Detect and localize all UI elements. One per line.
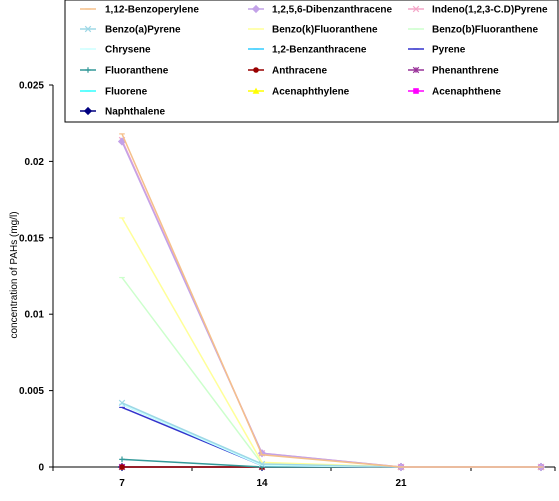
legend-marker: [413, 88, 419, 94]
series-line: [121, 406, 541, 468]
legend-label: Benzo(k)Fluoranthene: [272, 25, 378, 36]
legend-item: Chrysene: [80, 45, 151, 56]
legend-marker: [252, 87, 260, 94]
y-tick-label: 0.02: [25, 157, 45, 168]
legend-item: Benzo(a)Pyrene: [80, 25, 181, 36]
legend-item: Anthracene: [248, 66, 327, 77]
legend-item: Naphthalene: [80, 107, 165, 118]
series-pyrene: [119, 406, 544, 468]
legend-item: Acenaphthene: [408, 87, 501, 98]
series-line: [121, 141, 541, 468]
legend-item: Acenaphthylene: [248, 87, 350, 98]
y-axis-label: concentration of PAHs (mg/l): [9, 211, 20, 338]
legend-box: [64, 0, 559, 123]
legend-marker: [412, 5, 420, 13]
legend-label: Phenanthrene: [432, 66, 499, 77]
legend-item: Fluorene: [80, 87, 148, 98]
legend-label: Acenaphthylene: [272, 87, 350, 98]
legend-item: 1,2,5,6-Dibenzanthracene: [248, 5, 392, 16]
series-layer: [117, 133, 546, 472]
legend-label: Fluoranthene: [105, 66, 169, 77]
y-tick-label: 0: [38, 463, 44, 474]
legend-label: 1,2-Benzanthracene: [272, 45, 367, 56]
y-tick-label: 0.015: [19, 233, 44, 244]
series-benzo-a-pyrene: [118, 399, 545, 471]
legend-label: Naphthalene: [105, 107, 165, 118]
legend-item: Phenanthrene: [408, 66, 499, 77]
series-1-2-benzanthracene: [119, 403, 544, 468]
legend-marker: [412, 66, 420, 74]
y-tick-label: 0.005: [19, 386, 44, 397]
legend-marker: [251, 4, 261, 14]
legend-marker: [85, 67, 91, 73]
series-indeno-1-2-3-c-d-pyrene: [118, 136, 545, 471]
series-benzo-b-fluoranthene: [119, 276, 544, 468]
legend-label: Chrysene: [105, 45, 151, 56]
series-line: [121, 277, 541, 468]
legend-label: Anthracene: [272, 66, 327, 77]
legend-marker: [83, 106, 93, 116]
legend-item: Benzo(k)Fluoranthene: [248, 25, 378, 36]
series-chrysene: [119, 403, 544, 468]
data-point: [258, 460, 266, 468]
data-point: [119, 456, 125, 463]
data-point: [118, 399, 126, 407]
legend-marker: [84, 25, 92, 33]
x-tick-label: 7: [119, 478, 125, 489]
legend-label: Fluorene: [105, 87, 148, 98]
series-line: [121, 402, 541, 468]
legend-item: Indeno(1,2,3-C.D)Pyrene: [408, 5, 548, 16]
y-tick-label: 0.025: [19, 81, 44, 92]
data-point: [119, 464, 125, 470]
y-tick-label: 0.01: [25, 310, 45, 321]
legend: 1,12-Benzoperylene 1,2,5,6-Dibenzanthrace…: [80, 5, 548, 118]
series-1-12-benzoperylene: [119, 133, 544, 468]
legend-item: Fluoranthene: [80, 66, 169, 77]
series-1-2-5-6-dibenzanthracene: [117, 137, 546, 472]
series-line: [121, 133, 541, 468]
x-tick-label: 14: [256, 478, 268, 489]
axes: 0 0.005 0.01 0.015 0.02 0.025 7 14 21: [19, 81, 556, 489]
legend-label: Pyrene: [432, 45, 466, 56]
legend-label: Indeno(1,2,3-C.D)Pyrene: [432, 5, 548, 16]
legend-item: Benzo(b)Fluoranthene: [408, 25, 539, 36]
series-line: [121, 403, 541, 468]
series-line: [121, 403, 541, 468]
legend-item: 1,2-Benzanthracene: [248, 45, 367, 56]
x-tick-label: 21: [395, 478, 407, 489]
legend-marker: [253, 67, 259, 73]
legend-label: 1,12-Benzoperylene: [105, 5, 199, 16]
legend-label: 1,2,5,6-Dibenzanthracene: [272, 5, 392, 16]
legend-item: 1,12-Benzoperylene: [80, 5, 199, 16]
legend-label: Benzo(b)Fluoranthene: [432, 25, 539, 36]
series-line: [121, 139, 541, 468]
legend-label: Benzo(a)Pyrene: [105, 25, 181, 36]
legend-item: Pyrene: [408, 45, 466, 56]
legend-label: Acenaphthene: [432, 87, 501, 98]
